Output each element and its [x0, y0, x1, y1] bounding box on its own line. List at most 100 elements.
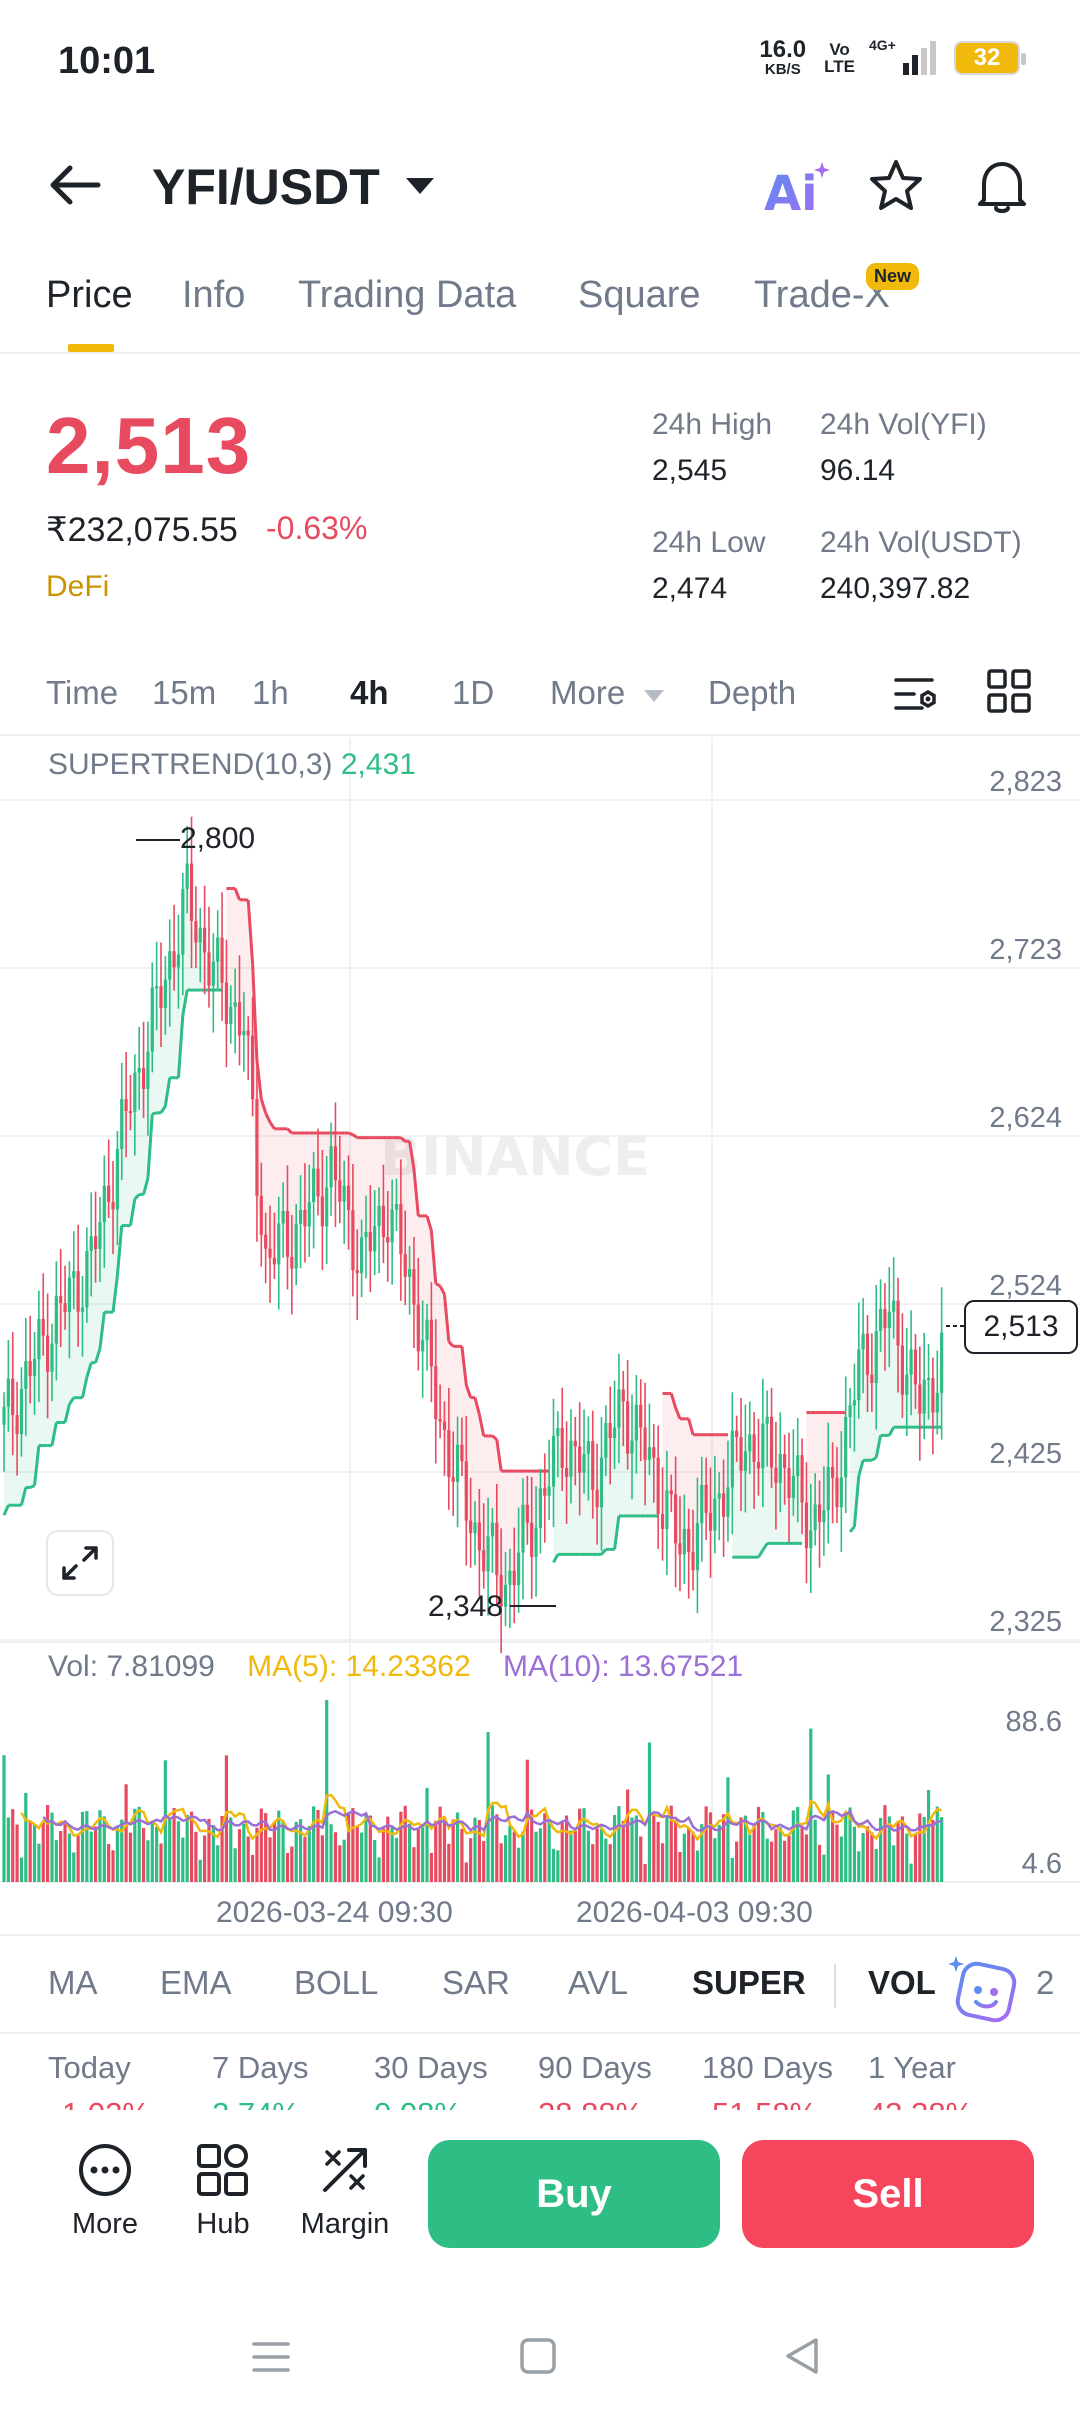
candle-body [691, 1551, 695, 1571]
perf-label[interactable]: Today [48, 2050, 131, 2085]
interval-15m[interactable]: 15m [152, 674, 217, 711]
candle-body [761, 1423, 765, 1469]
candle-body [896, 1300, 900, 1346]
volume-bar [447, 1843, 451, 1882]
tab-trading-data[interactable]: Trading Data [298, 274, 517, 316]
interval-time[interactable]: Time [46, 674, 119, 711]
interval-more[interactable]: More [550, 674, 626, 711]
volume-bar [800, 1826, 804, 1882]
pair-dropdown-caret-icon[interactable] [406, 178, 434, 194]
supertrend-band [488, 1435, 493, 1537]
hub-button[interactable]: Hub [168, 2142, 278, 2241]
candle-body [102, 1185, 106, 1223]
candle-body [76, 1271, 80, 1312]
perf-label[interactable]: 30 Days [374, 2050, 488, 2085]
supertrend-segment [142, 1177, 150, 1195]
chatbot-icon[interactable] [946, 1950, 1026, 2030]
supertrend-band [25, 1360, 31, 1488]
candle-body [294, 1223, 298, 1269]
menu-nav-icon[interactable] [250, 2336, 292, 2378]
candle-body [538, 1488, 543, 1528]
interval-depth[interactable]: Depth [708, 674, 797, 711]
interval-1h[interactable]: 1h [252, 674, 289, 711]
indicator-sar[interactable]: SAR [442, 1964, 510, 2001]
candle-body [155, 986, 159, 989]
volume-bar [416, 1828, 420, 1882]
volume-bar [813, 1819, 817, 1882]
candle-body [839, 1477, 843, 1508]
candle-body [194, 921, 198, 943]
sell-button[interactable]: Sell [742, 2140, 1034, 2248]
interval-1d[interactable]: 1D [452, 674, 495, 711]
indicator-next[interactable]: 2 [1036, 1964, 1055, 2001]
supertrend-segment [259, 1098, 268, 1114]
last-price: 2,513 [46, 401, 252, 490]
candlestick-chart[interactable]: BINANCE [0, 738, 1080, 1938]
candle-body [569, 1440, 573, 1477]
supertrend-segment [115, 1225, 124, 1276]
volume-bar [128, 1832, 133, 1882]
candle-body [634, 1404, 638, 1441]
category-tag[interactable]: DeFi [46, 570, 110, 603]
perf-label[interactable]: 180 Days [702, 2050, 833, 2085]
volume-bar [578, 1808, 582, 1882]
perf-label[interactable]: 1 Year [868, 2050, 956, 2085]
volume-bar [434, 1820, 438, 1882]
supertrend-band [95, 1222, 100, 1363]
candle-body [159, 986, 163, 1009]
indicator-vol[interactable]: VOL [868, 1964, 936, 2001]
indicator-super[interactable]: SUPER [692, 1964, 806, 2001]
indicator-boll[interactable]: BOLL [294, 1964, 379, 2001]
volume-bar [521, 1831, 525, 1882]
alert-bell-icon[interactable] [974, 156, 1030, 216]
tab-price[interactable]: Price [46, 274, 133, 316]
tab-square[interactable]: Square [578, 274, 701, 316]
volume-bar [874, 1848, 878, 1882]
candle-body [207, 952, 211, 986]
interval-4h[interactable]: 4h [350, 674, 389, 711]
candle-body [508, 1570, 512, 1585]
volume-bar [730, 1858, 734, 1882]
volume-bar [50, 1812, 54, 1882]
supertrend-band [579, 1453, 585, 1555]
candle-body [46, 1335, 50, 1372]
candle-body [870, 1374, 874, 1383]
perf-label[interactable]: 7 Days [212, 2050, 309, 2085]
volume-bar [2, 1755, 6, 1882]
candle-body [831, 1466, 835, 1478]
candle-body [429, 1319, 433, 1367]
more-caret-icon[interactable] [644, 690, 664, 702]
candle-body [198, 927, 202, 943]
supertrend-band [156, 986, 161, 1113]
indicator-ema[interactable]: EMA [160, 1964, 232, 2001]
volume-bar [835, 1824, 839, 1882]
supertrend-band [501, 1471, 506, 1607]
favorite-star-icon[interactable] [868, 158, 924, 214]
candle-body [377, 1205, 381, 1227]
volume-bar [822, 1854, 826, 1882]
candle-body [883, 1308, 887, 1329]
margin-button[interactable]: Margin [290, 2142, 400, 2241]
y-tick: 2,325 [989, 1606, 1062, 1638]
buy-button[interactable]: Buy [428, 2140, 720, 2248]
candle-body [804, 1502, 809, 1549]
more-button[interactable]: More [50, 2142, 160, 2241]
layout-grid-icon[interactable] [986, 668, 1032, 714]
tab-info[interactable]: Info [182, 274, 246, 316]
perf-label[interactable]: 90 Days [538, 2050, 652, 2085]
chart-settings-icon[interactable] [892, 670, 940, 718]
volume-bar [599, 1828, 604, 1882]
back-nav-icon[interactable] [782, 2336, 822, 2376]
pair-title[interactable]: YFI/USDT [152, 159, 380, 215]
candle-body [626, 1401, 630, 1454]
back-arrow-icon[interactable] [46, 160, 102, 210]
y-tick: 2,425 [989, 1438, 1062, 1470]
home-nav-icon[interactable] [518, 2336, 558, 2376]
ai-assistant-icon[interactable]: Ai [762, 160, 832, 216]
volume-bar [355, 1826, 359, 1882]
indicator-ma[interactable]: MA [48, 1964, 98, 2001]
indicator-avl[interactable]: AVL [568, 1964, 628, 2001]
candle-body [578, 1446, 582, 1473]
candle-body [682, 1529, 686, 1555]
expand-chart-button[interactable] [46, 1530, 114, 1596]
